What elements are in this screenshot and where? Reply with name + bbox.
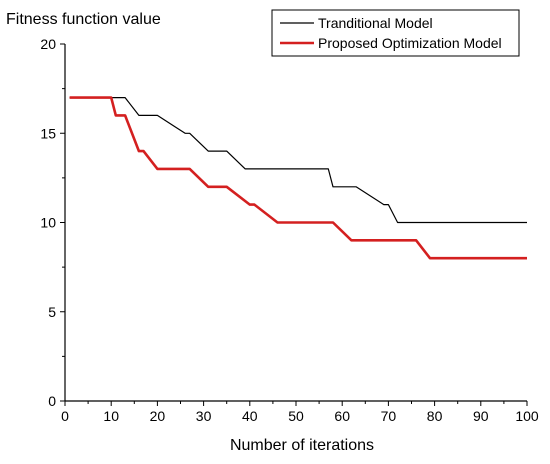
- x-tick-label: 40: [242, 408, 258, 424]
- legend-box: [271, 9, 520, 57]
- y-tick-label: 15: [40, 125, 56, 141]
- x-tick-label: 70: [381, 408, 397, 424]
- y-tick-label: 10: [40, 215, 56, 231]
- x-tick-label: 80: [427, 408, 443, 424]
- x-tick-label: 100: [515, 408, 539, 424]
- x-tick-label: 20: [150, 408, 166, 424]
- axes: 0 10 20 30 40 50 60 70 80 90 100 0 5 10 15 20: [40, 36, 538, 424]
- x-axis-title: Number of iterations: [230, 437, 374, 454]
- legend-label-1: Tranditional Model: [318, 15, 433, 31]
- x-tick-label: 30: [196, 408, 212, 424]
- legend-label-2: Proposed Optimization Model: [318, 35, 502, 51]
- x-tick-label: 50: [288, 408, 304, 424]
- y-tick-label: 20: [40, 36, 56, 52]
- x-tick-label: 60: [334, 408, 350, 424]
- x-tick-label: 10: [103, 408, 119, 424]
- series-layer: [69, 96, 527, 260]
- y-axis-title: Fitness function value: [6, 11, 161, 28]
- x-tick-label: 90: [473, 408, 489, 424]
- y-tick-label: 0: [48, 393, 56, 409]
- x-tick-label: 0: [61, 408, 69, 424]
- y-tick-label: 5: [48, 304, 56, 320]
- legend: Tranditional Model Proposed Optimization …: [271, 9, 520, 57]
- series-line-2: [69, 96, 527, 260]
- series-line-1: [69, 96, 527, 224]
